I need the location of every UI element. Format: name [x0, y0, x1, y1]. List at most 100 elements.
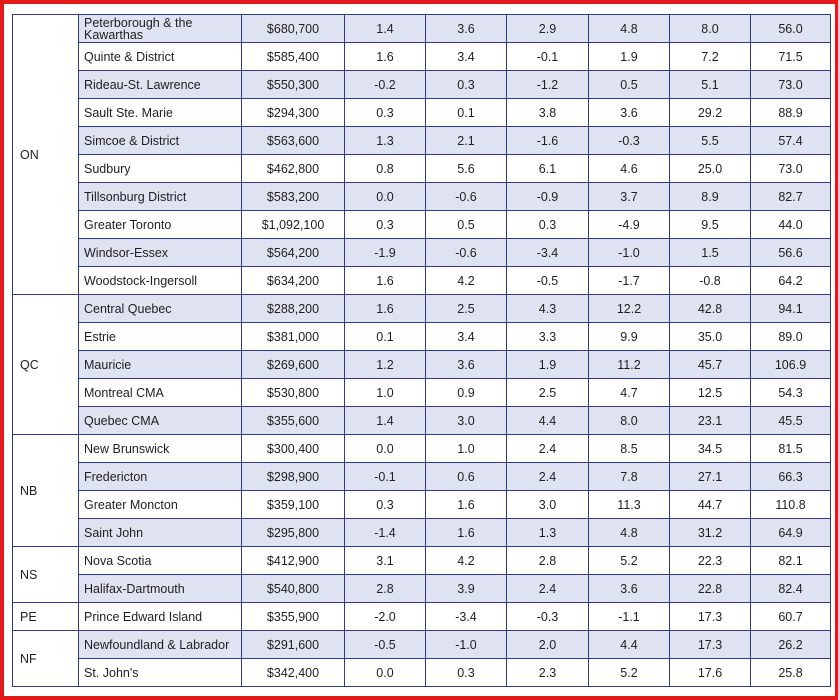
value-cell: 22.8	[669, 574, 751, 603]
value-cell: 2.5	[506, 378, 589, 407]
value-cell: 1.3	[506, 518, 589, 547]
region-cell: Montreal CMA	[78, 378, 242, 407]
value-cell: -1.1	[588, 602, 670, 631]
value-cell: 0.3	[344, 210, 426, 239]
region-cell: Estrie	[78, 322, 242, 351]
value-cell: 106.9	[750, 350, 831, 379]
table-row: Greater Toronto $1,092,100 0.3 0.5 0.3 -4.9 9.…	[13, 210, 831, 239]
value-cell: -1.2	[506, 70, 589, 99]
value-cell: 25.0	[669, 154, 751, 183]
price-cell: $412,900	[241, 546, 345, 575]
value-cell: 0.3	[344, 98, 426, 127]
price-cell: $550,300	[241, 70, 345, 99]
value-cell: 2.1	[425, 126, 507, 155]
price-cell: $634,200	[241, 266, 345, 295]
value-cell: 4.8	[588, 518, 670, 547]
province-cell: NB	[12, 434, 79, 547]
value-cell: 3.0	[506, 490, 589, 519]
value-cell: 7.8	[588, 462, 670, 491]
value-cell: 1.6	[425, 490, 507, 519]
province-cell: ON	[12, 14, 79, 295]
value-cell: 0.1	[425, 98, 507, 127]
value-cell: 64.2	[750, 266, 831, 295]
value-cell: 12.2	[588, 294, 670, 323]
value-cell: 22.3	[669, 546, 751, 575]
value-cell: 9.9	[588, 322, 670, 351]
value-cell: 1.0	[344, 378, 426, 407]
value-cell: 73.0	[750, 70, 831, 99]
value-cell: 89.0	[750, 322, 831, 351]
table-row: PE Prince Edward Island $355,900 -2.0 -3.4 -0…	[12, 602, 831, 631]
value-cell: 42.8	[669, 294, 751, 323]
table-body: ON Peterborough & the Kawarthas $680,700 1.…	[12, 14, 831, 687]
price-cell: $294,300	[241, 98, 345, 127]
value-cell: 7.2	[669, 42, 751, 71]
value-cell: 5.2	[588, 658, 670, 687]
value-cell: 35.0	[669, 322, 751, 351]
value-cell: 82.1	[750, 546, 831, 575]
region-cell: Tillsonburg District	[78, 182, 242, 211]
value-cell: 1.5	[669, 238, 751, 267]
value-cell: -0.6	[425, 182, 507, 211]
price-cell: $295,800	[241, 518, 345, 547]
value-cell: -0.9	[506, 182, 589, 211]
value-cell: 45.7	[669, 350, 751, 379]
value-cell: 5.1	[669, 70, 751, 99]
table-row: Windsor-Essex $564,200 -1.9 -0.6 -3.4 -1.0 1.5…	[13, 238, 831, 267]
price-cell: $359,100	[241, 490, 345, 519]
value-cell: -0.5	[344, 630, 426, 659]
value-cell: 0.8	[344, 154, 426, 183]
value-cell: 4.2	[425, 266, 507, 295]
table-row: ON Peterborough & the Kawarthas $680,700 1.…	[12, 14, 831, 295]
table-row: NB New Brunswick $300,400 0.0 1.0 2.4 8.5 34.5 8…	[12, 434, 831, 547]
value-cell: 0.0	[344, 434, 426, 463]
value-cell: 25.8	[750, 658, 831, 687]
province-cell: NS	[12, 546, 79, 603]
value-cell: 1.2	[344, 350, 426, 379]
value-cell: 29.2	[669, 98, 751, 127]
value-cell: -2.0	[344, 602, 426, 631]
province-cell: PE	[12, 602, 79, 631]
value-cell: 8.5	[588, 434, 670, 463]
price-cell: $462,800	[241, 154, 345, 183]
table-row: St. John's $342,400 0.0 0.3 2.3 5.2 17.6 25.8	[13, 658, 831, 687]
region-cell: Quebec CMA	[78, 406, 242, 435]
value-cell: 23.1	[669, 406, 751, 435]
region-cell: Fredericton	[78, 462, 242, 491]
value-cell: 1.9	[506, 350, 589, 379]
value-cell: -0.2	[344, 70, 426, 99]
value-cell: 5.6	[425, 154, 507, 183]
table-row: Montreal CMA $530,800 1.0 0.9 2.5 4.7 12.5 54.3	[13, 378, 831, 407]
value-cell: 4.4	[506, 406, 589, 435]
region-cell: Rideau-St. Lawrence	[78, 70, 242, 99]
region-cell: Central Quebec	[78, 294, 242, 323]
value-cell: 1.4	[344, 406, 426, 435]
value-cell: 81.5	[750, 434, 831, 463]
value-cell: 82.7	[750, 182, 831, 211]
value-cell: 44.7	[669, 490, 751, 519]
value-cell: 3.6	[425, 14, 507, 43]
table-row: Rideau-St. Lawrence $550,300 -0.2 0.3 -1.2 0.…	[13, 70, 831, 99]
value-cell: 3.3	[506, 322, 589, 351]
price-cell: $288,200	[241, 294, 345, 323]
region-cell: Sault Ste. Marie	[78, 98, 242, 127]
value-cell: -1.0	[425, 630, 507, 659]
value-cell: 0.0	[344, 182, 426, 211]
value-cell: 2.4	[506, 434, 589, 463]
value-cell: 9.5	[669, 210, 751, 239]
value-cell: 1.6	[344, 42, 426, 71]
value-cell: 73.0	[750, 154, 831, 183]
value-cell: 4.2	[425, 546, 507, 575]
table-row: Simcoe & District $563,600 1.3 2.1 -1.6 -0.3 5…	[13, 126, 831, 155]
province-cell: NF	[12, 630, 79, 687]
value-cell: 94.1	[750, 294, 831, 323]
value-cell: 64.9	[750, 518, 831, 547]
table-row: Estrie $381,000 0.1 3.4 3.3 9.9 35.0 89.0	[13, 322, 831, 351]
value-cell: 8.0	[669, 14, 751, 43]
value-cell: 4.7	[588, 378, 670, 407]
value-cell: 34.5	[669, 434, 751, 463]
value-cell: 0.5	[588, 70, 670, 99]
table-row: Quinte & District $585,400 1.6 3.4 -0.1 1.9 7.…	[13, 42, 831, 71]
region-cell: Woodstock-Ingersoll	[78, 266, 242, 295]
